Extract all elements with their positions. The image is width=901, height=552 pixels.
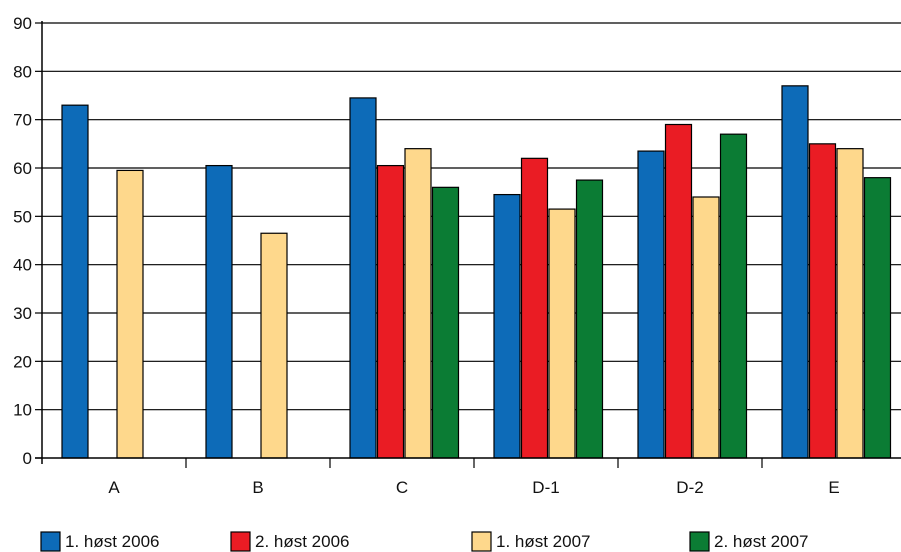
y-tick-label: 50 [13,207,32,226]
x-tick-label: A [108,478,120,497]
y-tick-label: 60 [13,159,32,178]
y-tick-label: 0 [23,449,32,468]
x-tick-label: C [396,478,408,497]
x-tick-label: D-1 [532,478,559,497]
legend-label: 1. høst 2007 [496,532,591,551]
bar-D-1-3 [548,208,576,459]
bar-E-3 [836,148,864,459]
legend-item: 1. høst 2007 [471,531,591,552]
bar-D-1-1 [493,193,521,459]
y-tick-label: 30 [13,304,32,323]
bar-D-2-4 [719,133,748,459]
legend-item: 2. høst 2007 [689,531,809,552]
legend-label: 2. høst 2007 [714,532,809,551]
legend-swatch [689,531,710,552]
bar-A-3 [116,169,144,459]
y-tick-label: 20 [13,352,32,371]
bar-C-1 [349,97,377,459]
bar-C-3 [404,148,432,459]
x-axis-ticks: A B C D-1 D-2 E [108,458,840,497]
y-axis-ticks: 0 10 20 30 40 50 60 70 80 90 [13,14,42,468]
bar-A-1 [61,104,89,459]
legend-swatch [471,531,492,552]
y-tick-label: 10 [13,401,32,420]
legend-swatch [40,531,61,552]
bar-D-2-2 [664,123,693,459]
x-tick-label: E [828,478,839,497]
bar-D-2-3 [692,196,720,459]
legend-swatch [230,531,251,552]
legend-item: 1. høst 2006 [40,531,160,552]
y-tick-label: 90 [13,14,32,33]
bar-E-1 [781,85,809,459]
axes [35,21,901,464]
gridlines [42,22,901,411]
bar-D-2-1 [637,150,665,459]
bar-D-1-4 [575,179,604,459]
bar-C-2 [376,164,405,459]
bars [61,85,892,459]
bar-E-2 [808,143,837,459]
x-tick-label: B [252,478,263,497]
bar-E-4 [863,177,892,459]
bar-B-3 [260,232,288,459]
legend-label: 2. høst 2006 [255,532,350,551]
bar-C-4 [431,186,460,459]
x-tick-label: D-2 [676,478,703,497]
y-tick-label: 80 [13,62,32,81]
y-tick-label: 70 [13,111,32,130]
legend-label: 1. høst 2006 [65,532,160,551]
bar-D-1-2 [520,157,549,459]
legend-item: 2. høst 2006 [230,531,350,552]
y-tick-label: 40 [13,256,32,275]
bar-B-1 [205,164,233,459]
legend: 1. høst 2006 2. høst 2006 1. høst 2007 2. h… [40,531,809,552]
